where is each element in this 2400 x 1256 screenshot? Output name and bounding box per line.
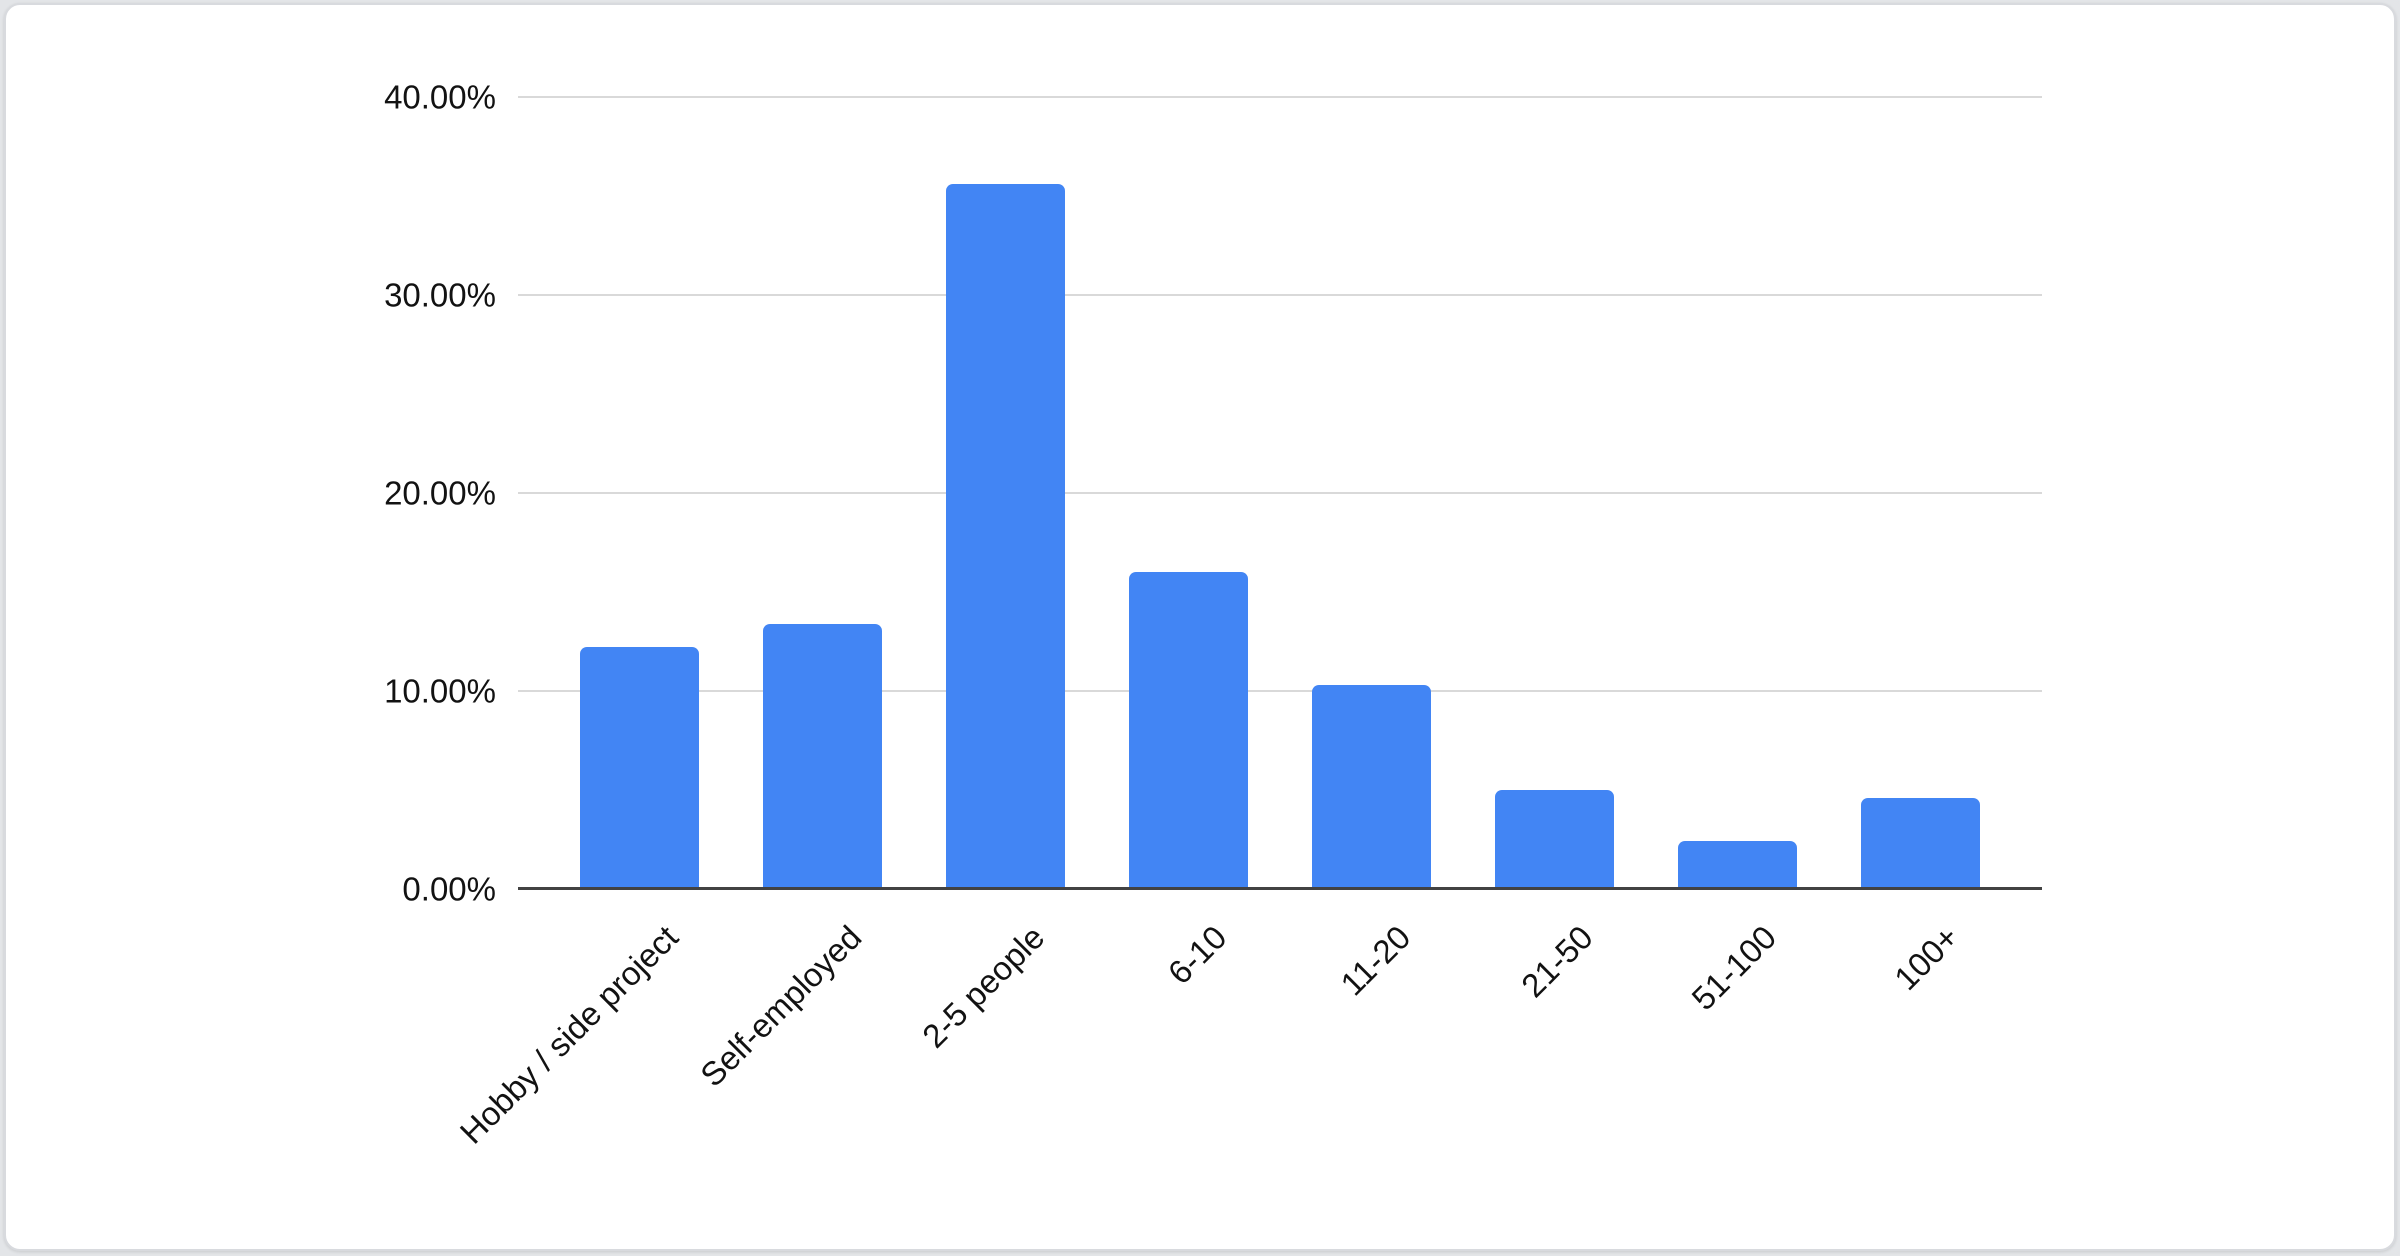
y-tick-label: 10.00%	[384, 672, 496, 710]
bar-slot: 2-5 people	[914, 97, 1097, 1055]
x-tick-label: 2-5 people	[914, 918, 1051, 1055]
gridline-30	[518, 294, 2042, 296]
x-tick-label: 6-10	[1161, 918, 1234, 992]
bar-21-50[interactable]	[1495, 790, 1614, 889]
x-tick-label: 11-20	[1332, 918, 1417, 1003]
y-tick-label: 0.00%	[402, 870, 496, 908]
bar-51-100[interactable]	[1678, 841, 1797, 889]
y-tick-label: 40.00%	[384, 78, 496, 116]
plot-area: 0.00% 10.00% 20.00% 30.00% 40.00% Hobby / si…	[384, 81, 2042, 1151]
bar-slot: 6-10	[1097, 97, 1280, 991]
x-tick-label: Hobby / side project	[452, 918, 685, 1151]
gridline-20	[518, 492, 2042, 494]
x-tick-label: 21-50	[1514, 918, 1600, 1005]
gridline-40	[518, 96, 2042, 98]
bar-self-employed[interactable]	[763, 623, 882, 889]
x-tick-label: 51-100	[1684, 918, 1783, 1018]
bar-slot: 51-100	[1646, 97, 1829, 1017]
y-tick-label: 20.00%	[384, 474, 496, 512]
y-tick-label: 30.00%	[384, 276, 496, 314]
bar-slot: Hobby / side project	[453, 97, 731, 1151]
bar-slot: 100+	[1829, 97, 2012, 997]
bar-100[interactable]	[1861, 797, 1980, 889]
bar-11-20[interactable]	[1312, 685, 1431, 889]
y-axis-labels: 0.00% 10.00% 20.00% 30.00% 40.00%	[236, 81, 496, 906]
gridline-10	[518, 690, 2042, 692]
bar-slot: 21-50	[1463, 97, 1646, 1004]
chart-card: 0.00% 10.00% 20.00% 30.00% 40.00% Hobby / si…	[4, 3, 2396, 1251]
x-tick-label: 100+	[1887, 918, 1966, 998]
x-axis-line	[518, 887, 2042, 890]
bars-container: Hobby / side project Self-employed 2-5 peo…	[453, 97, 2042, 1151]
bar-hobby-side-project[interactable]	[580, 647, 699, 889]
x-tick-label: Self-employed	[692, 918, 868, 1094]
bar-2-5-people[interactable]	[946, 184, 1065, 889]
bar-slot: 11-20	[1280, 97, 1463, 1002]
bar-6-10[interactable]	[1129, 572, 1248, 889]
bar-slot: Self-employed	[693, 97, 914, 1094]
